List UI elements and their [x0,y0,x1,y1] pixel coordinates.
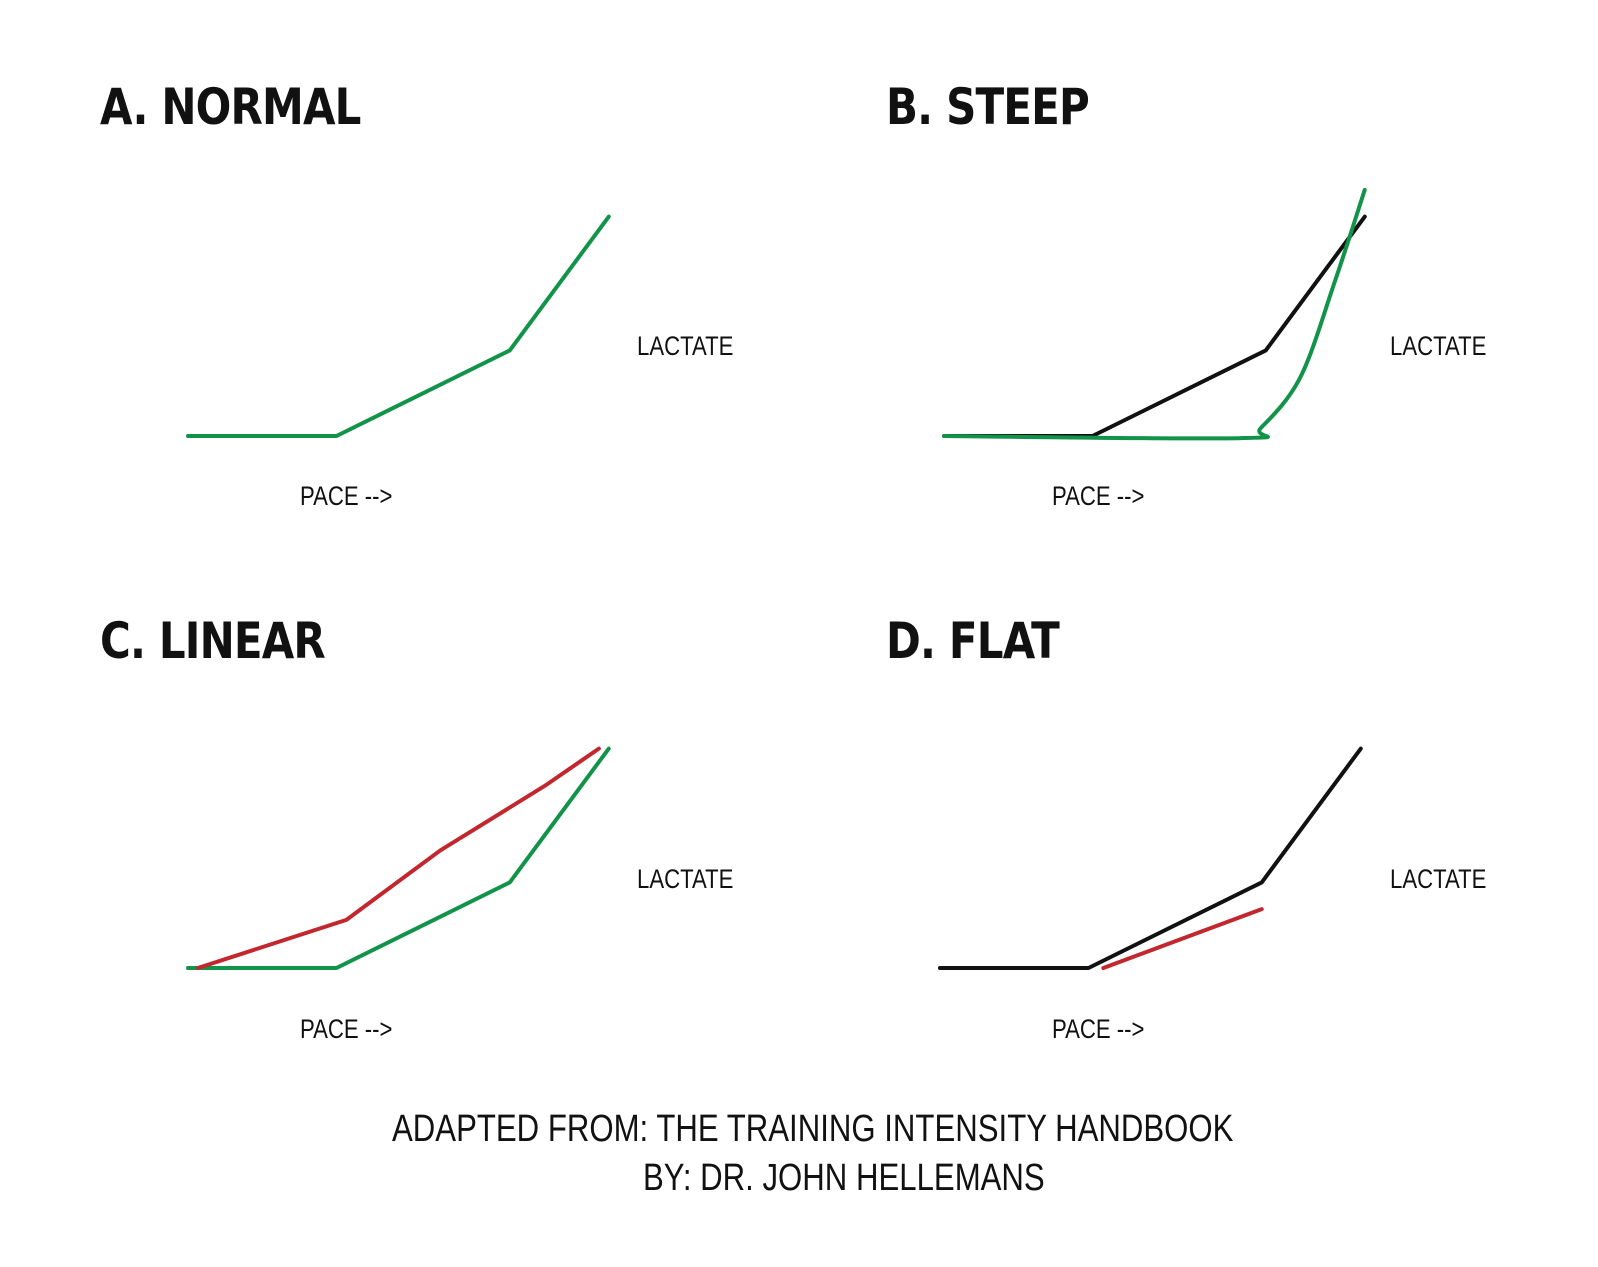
panel-c-red-curve [195,746,601,970]
panel-b-black-curve [942,214,1367,438]
panel-b-xlabel: PACE --> [1052,481,1145,511]
panel-a-xlabel: PACE --> [300,481,393,511]
panel-d-title: D. FLAT [886,612,1060,670]
panel-a-ylabel: LACTATE [637,331,734,361]
panel-c-ylabel: LACTATE [637,864,734,894]
panel-d-red-curve [1101,907,1264,970]
panel-a-title: A. NORMAL [100,78,361,136]
panel-d-ylabel: LACTATE [1390,864,1487,894]
panel-d-black-curve [938,746,1363,970]
panel-d-xlabel: PACE --> [1052,1014,1145,1044]
credit-line-1: ADAPTED FROM: THE TRAINING INTENSITY HAN… [392,1108,1233,1151]
credit-prefix: ADAPTED FROM: [392,1108,649,1150]
panel-a-green-curve [186,214,611,438]
panel-c-xlabel: PACE --> [300,1014,393,1044]
panel-c-title: C. LINEAR [100,612,326,670]
panel-b-title: B. STEEP [886,78,1090,136]
credit-source: THE TRAINING INTENSITY HANDBOOK [648,1108,1234,1150]
credit-line-2: BY: DR. JOHN HELLEMANS [643,1157,1045,1199]
panel-c-green-curve [186,746,611,970]
panel-b-green-curve [942,187,1367,441]
panel-b-ylabel: LACTATE [1390,331,1487,361]
